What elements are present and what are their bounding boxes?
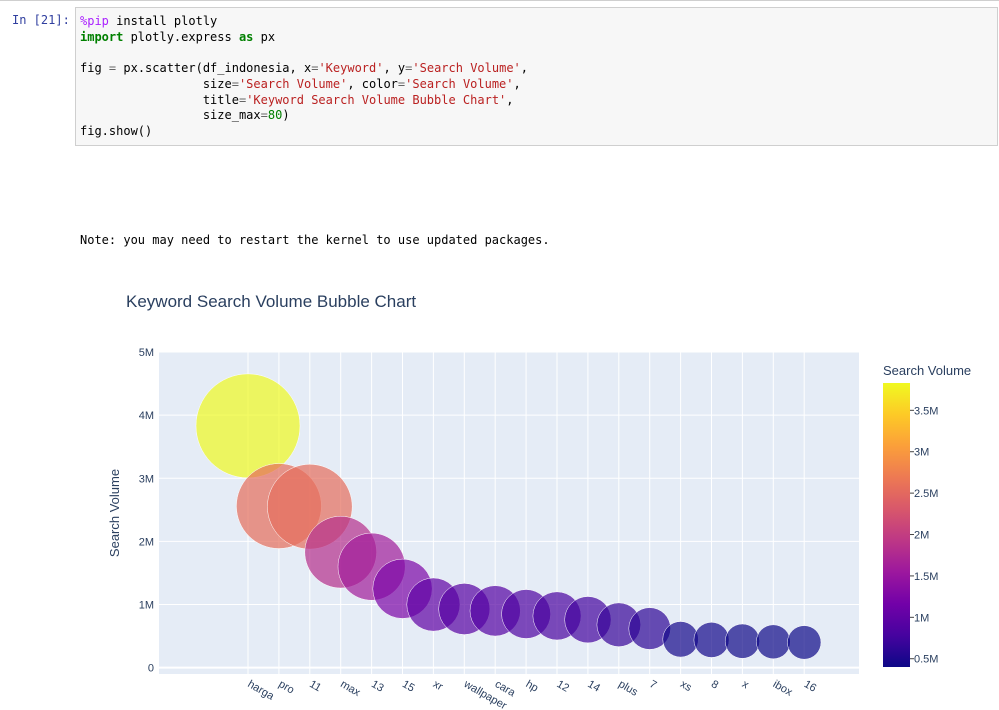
code-string: 'Search Volume' xyxy=(238,76,348,91)
cell-stdout: Note: you may need to restart the kernel… xyxy=(80,233,550,247)
code-string: 'Keyword' xyxy=(318,61,384,76)
y-tick-label: 1M xyxy=(139,600,154,612)
colorbar-tick-label: 2.5M xyxy=(914,488,938,500)
x-tick-label: 14 xyxy=(585,678,602,695)
colorbar-tick-label: 3M xyxy=(914,447,929,459)
x-tick-label: 12 xyxy=(555,678,572,695)
code-token: fig.show() xyxy=(80,123,153,138)
code-token: install plotly xyxy=(108,14,218,28)
x-tick-label: harga xyxy=(246,678,277,703)
code-token: , xyxy=(506,92,514,107)
colorbar-tick-label: 1M xyxy=(914,612,929,624)
x-tick-label: 13 xyxy=(369,678,386,695)
x-tick-label: xr xyxy=(431,678,445,693)
code-operator: = xyxy=(405,61,413,76)
x-tick-label: pro xyxy=(276,678,296,696)
x-tick-label: 11 xyxy=(307,678,323,694)
x-tick-label: 15 xyxy=(400,678,417,695)
cell-separator xyxy=(0,0,999,1)
plotly-figure[interactable]: Keyword Search Volume Bubble Chart 0 1M 2M 3… xyxy=(80,270,999,710)
code-operator: = xyxy=(260,108,268,123)
x-tick-label: max xyxy=(338,678,362,699)
code-token: , y xyxy=(383,61,406,76)
code-string: 'Search Volume' xyxy=(405,76,514,91)
input-prompt: In [21]: xyxy=(12,13,70,27)
y-tick-label: 4M xyxy=(139,410,154,422)
code-text[interactable]: %pip install plotly import plotly.expres… xyxy=(80,14,528,140)
bubble-point[interactable] xyxy=(724,623,760,659)
x-tick-label: plus xyxy=(616,678,640,699)
code-keyword: import xyxy=(80,29,124,44)
chart-title: Keyword Search Volume Bubble Chart xyxy=(126,292,416,311)
y-tick-label: 2M xyxy=(139,536,154,548)
code-keyword: as xyxy=(238,29,254,44)
bubble-point[interactable] xyxy=(787,625,822,660)
code-operator: = xyxy=(311,61,319,76)
x-tick-label: 8 xyxy=(709,678,720,691)
y-tick-label: 5M xyxy=(139,347,154,359)
y-tick-label: 0 xyxy=(148,663,154,675)
x-tick-label: 7 xyxy=(647,678,658,691)
code-token: px.scatter(df_indonesia, x xyxy=(116,61,312,76)
code-token: ) xyxy=(282,108,290,123)
code-magic: %pip xyxy=(80,14,109,28)
y-axis-title: Search Volume xyxy=(107,469,122,557)
x-tick-label: xs xyxy=(678,678,694,694)
code-operator: = xyxy=(231,76,239,91)
code-token: , xyxy=(520,61,529,76)
code-operator: = xyxy=(238,92,247,107)
code-token: size xyxy=(80,76,232,91)
code-string: 'Search Volume' xyxy=(412,61,521,76)
code-operator: = xyxy=(108,61,117,76)
bubble-chart[interactable]: Keyword Search Volume Bubble Chart 0 1M 2M 3… xyxy=(80,270,999,710)
bubble-point[interactable] xyxy=(662,621,699,658)
colorbar-tick-label: 1.5M xyxy=(914,571,938,583)
x-tick-label: ibox xyxy=(771,678,795,699)
code-operator: = xyxy=(397,76,406,91)
colorbar-tick-label: 2M xyxy=(914,530,929,542)
code-token: plotly.express xyxy=(123,29,239,44)
bubble-point[interactable] xyxy=(195,373,301,479)
bubble-point[interactable] xyxy=(756,624,791,660)
colorbar-tick-label: 0.5M xyxy=(914,654,938,666)
x-tick-label: x xyxy=(740,678,751,691)
x-tick-label: 16 xyxy=(802,678,819,695)
code-number: 80 xyxy=(267,108,283,123)
code-token: fig xyxy=(80,61,109,76)
code-cell-input[interactable]: %pip install plotly import plotly.expres… xyxy=(75,7,998,146)
bubble-point[interactable] xyxy=(693,622,730,658)
code-token: title xyxy=(80,92,239,107)
code-token: , xyxy=(513,76,521,91)
y-tick-label: 3M xyxy=(139,473,154,485)
code-token: , color xyxy=(347,76,398,91)
colorbar-tick-label: 3.5M xyxy=(914,405,938,417)
code-string: 'Keyword Search Volume Bubble Chart' xyxy=(246,92,507,107)
colorbar-title: Search Volume xyxy=(883,363,971,378)
x-tick-label: hp xyxy=(524,678,541,695)
code-token: size_max xyxy=(80,108,261,123)
colorbar xyxy=(883,383,910,667)
code-token: px xyxy=(253,29,276,44)
